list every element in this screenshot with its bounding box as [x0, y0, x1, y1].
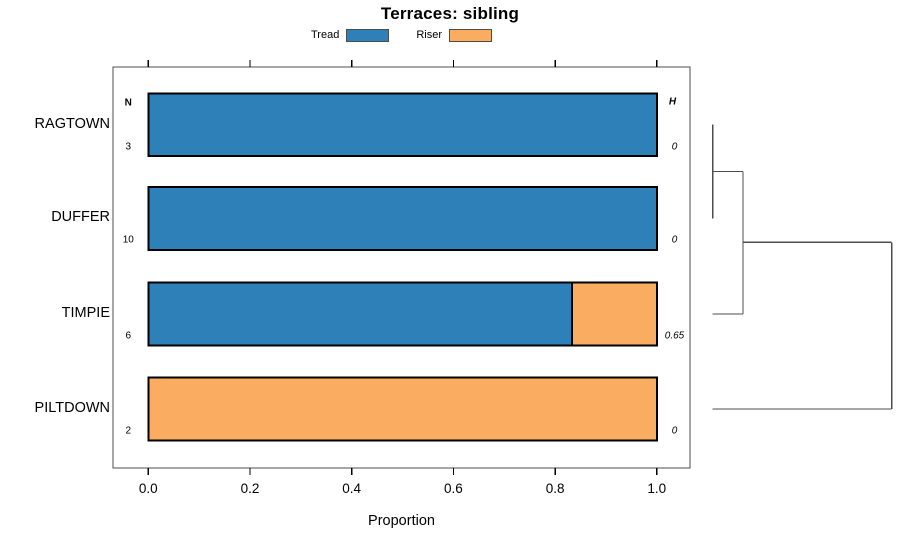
- bar-segment-duffer-tread: [147, 186, 658, 251]
- category-label-piltdown: PILTDOWN: [34, 399, 110, 416]
- h-value-timpie: 0.65: [664, 330, 685, 342]
- legend-item-tread: Tread: [311, 28, 390, 42]
- category-label-ragtown: RAGTOWN: [34, 115, 110, 132]
- bar-segment-ragtown-tread: [147, 92, 658, 158]
- bar-segment-piltdown-riser: [147, 376, 658, 442]
- bar-segment-timpie-riser: [571, 281, 658, 347]
- legend-label: Riser: [416, 29, 442, 41]
- x-tick-label-0.2: 0.2: [240, 481, 260, 496]
- x-tick-label-1.0: 1.0: [647, 481, 667, 496]
- h-column-header: H: [668, 96, 677, 107]
- n-value-piltdown: 2: [125, 425, 132, 437]
- legend: Tread Riser: [113, 26, 690, 44]
- h-value-piltdown: 0: [671, 425, 678, 437]
- x-tick-label-0.6: 0.6: [444, 481, 463, 496]
- legend-swatch-tread: [346, 28, 390, 42]
- n-value-duffer: 10: [122, 234, 134, 246]
- legend-item-riser: Riser: [416, 28, 492, 42]
- category-label-timpie: TIMPIE: [61, 304, 110, 321]
- x-axis-title: Proportion: [368, 513, 435, 529]
- legend-swatch-riser: [449, 28, 492, 42]
- n-column-header: N: [124, 97, 132, 109]
- legend-label: Tread: [311, 29, 340, 41]
- x-tick-label-0.8: 0.8: [545, 481, 565, 496]
- bar-segment-timpie-tread: [147, 281, 574, 347]
- x-tick-label-0.0: 0.0: [138, 481, 158, 496]
- n-value-timpie: 6: [125, 330, 132, 342]
- category-label-duffer: DUFFER: [51, 209, 110, 226]
- chart-title: Terraces: sibling: [380, 4, 520, 23]
- plot-frame: [112, 66, 691, 469]
- x-tick-label-0.4: 0.4: [342, 481, 362, 496]
- h-value-duffer: 0: [671, 234, 678, 246]
- n-value-ragtown: 3: [125, 141, 132, 153]
- h-value-ragtown: 0: [671, 141, 678, 153]
